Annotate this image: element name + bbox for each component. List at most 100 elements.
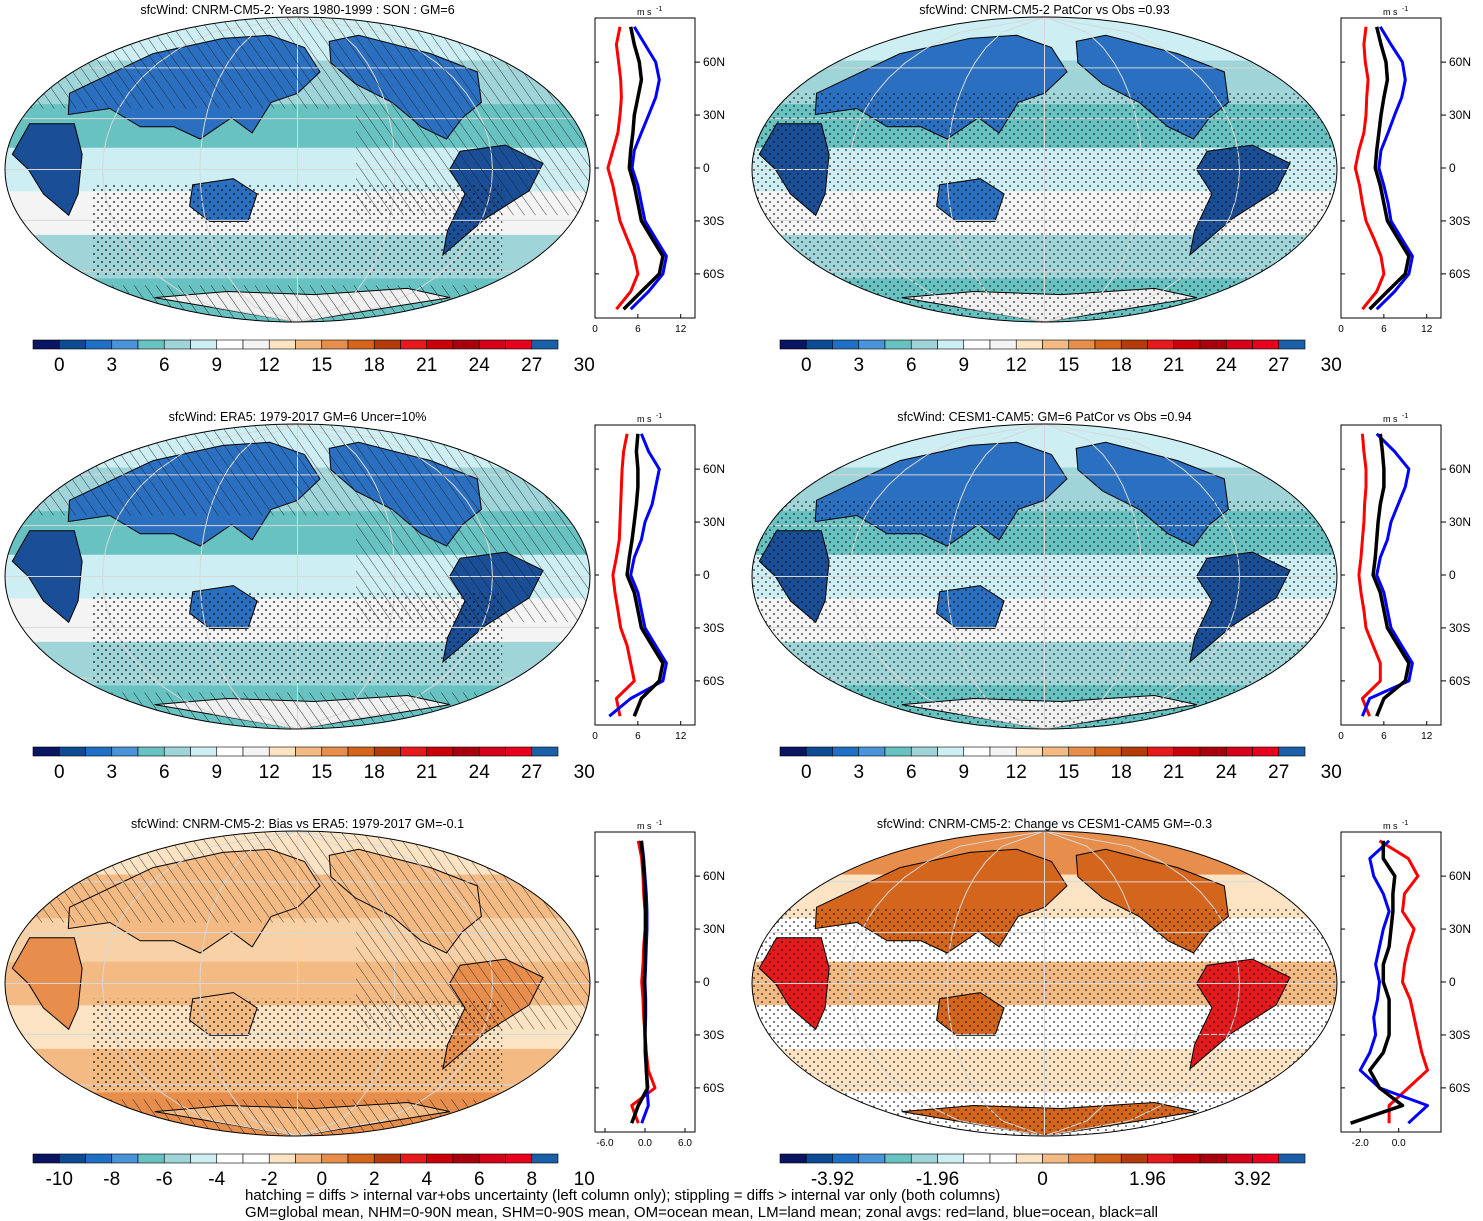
colorbar-tick-label: 27 — [521, 355, 542, 376]
hatching — [356, 922, 590, 1030]
colorbar-tick-label: 18 — [1111, 762, 1132, 783]
panel-1: sfcWind: CNRM-CM5-2: Years 1980-1999 : S… — [4, 3, 725, 376]
colorbar-box — [111, 746, 139, 757]
colorbar-box — [805, 746, 833, 757]
colorbar-box — [58, 746, 86, 757]
colorbar-tick-label: 3 — [853, 355, 864, 376]
colorbar-tick-label: -4 — [208, 1169, 225, 1190]
panel-title: sfcWind: ERA5: 1979-2017 GM=6 Uncer=10% — [169, 410, 427, 424]
colorbar-box — [111, 339, 139, 350]
hatching — [5, 831, 590, 923]
colorbar-box — [111, 1153, 139, 1164]
colorbar-box — [1252, 339, 1280, 350]
colorbar-box — [321, 339, 349, 350]
colorbar-box — [832, 339, 860, 350]
colorbar-box — [910, 1153, 938, 1164]
lat-label: 30N — [703, 515, 725, 529]
colorbar-box — [884, 339, 912, 350]
zonal-frame — [594, 17, 696, 319]
colorbar-box — [1068, 1153, 1096, 1164]
colorbar-tick-label: 6 — [474, 1169, 485, 1190]
hatching — [5, 424, 590, 516]
colorbar-box — [531, 1153, 559, 1164]
zonal-x-label: 12 — [1421, 324, 1433, 335]
colorbar-tick-label: 30 — [574, 762, 595, 783]
colorbar-tick-label: 6 — [159, 762, 170, 783]
colorbar-box — [32, 746, 60, 757]
panel-title: sfcWind: CESM1-CAM5: GM=6 PatCor vs Obs … — [897, 410, 1192, 424]
colorbar-tick-label: 4 — [421, 1169, 432, 1190]
footnote-hatching: hatching = diffs > internal var+obs unce… — [245, 1187, 1001, 1204]
colorbar-box — [216, 1153, 244, 1164]
lat-label: 60S — [703, 1081, 724, 1095]
colorbar-box — [478, 339, 506, 350]
stippling — [752, 500, 1337, 729]
colorbar-box — [268, 746, 296, 757]
map-field — [752, 831, 1337, 1136]
lat-label: 30N — [703, 922, 725, 936]
panel-title: sfcWind: CNRM-CM5-2 PatCor vs Obs =0.93 — [919, 3, 1169, 17]
colorbar-tick-label: 18 — [364, 762, 385, 783]
colorbar-box — [1094, 339, 1122, 350]
lat-label: 30N — [1449, 108, 1471, 122]
zonal-series-ocean — [608, 433, 668, 718]
colorbar-box — [452, 339, 480, 350]
colorbar-box — [779, 339, 807, 350]
lat-label: 60S — [1449, 1081, 1470, 1095]
colorbar-tick-label: 15 — [1058, 762, 1079, 783]
colorbar-box — [478, 746, 506, 757]
zonal-series-ocean — [1361, 432, 1414, 717]
colorbar-box — [1015, 1153, 1043, 1164]
colorbar-tick-label: 12 — [259, 355, 280, 376]
colorbar-box — [963, 339, 991, 350]
hatching — [5, 17, 590, 109]
colorbar-box — [1120, 1153, 1148, 1164]
zonal-x-label: -2.0 — [1352, 1138, 1370, 1149]
colorbar-box — [1068, 746, 1096, 757]
colorbar-box — [1225, 1153, 1253, 1164]
colorbar-tick-label: 15 — [311, 762, 332, 783]
colorbar-box — [242, 1153, 270, 1164]
lat-label: 60N — [703, 462, 725, 476]
lat-label: 30S — [703, 1028, 724, 1042]
colorbar-box — [85, 339, 113, 350]
colorbar-box — [1094, 746, 1122, 757]
colorbar-box — [910, 746, 938, 757]
colorbar-box — [531, 339, 559, 350]
zonal-units-exponent: -1 — [656, 820, 662, 827]
colorbar-tick-label: 0 — [801, 762, 812, 783]
colorbar-box — [505, 1153, 533, 1164]
lat-label: 60S — [1449, 674, 1470, 688]
colorbar-box — [163, 339, 191, 350]
map-outline — [4, 423, 591, 730]
colorbar-tick-label: 9 — [958, 762, 969, 783]
colorbar-box — [1225, 339, 1253, 350]
lat-label: 0 — [1449, 161, 1456, 175]
colorbar-box — [163, 746, 191, 757]
zonal-frame — [1340, 424, 1442, 726]
zonal-x-label: 12 — [1421, 731, 1433, 742]
colorbar-box — [426, 339, 454, 350]
colorbar-tick-label: 9 — [211, 762, 222, 783]
colorbar-box — [858, 339, 886, 350]
colorbar-tick-label: 12 — [259, 762, 280, 783]
colorbar-box — [937, 339, 965, 350]
zonal-units-exponent: -1 — [656, 6, 662, 13]
map-field — [752, 424, 1337, 729]
colorbar-box — [1147, 1153, 1175, 1164]
lat-label: 0 — [703, 161, 710, 175]
colorbar-box — [910, 339, 938, 350]
colorbar-box — [1042, 1153, 1070, 1164]
colorbar-box — [1120, 746, 1148, 757]
zonal-series-all — [625, 433, 665, 717]
colorbar-box — [295, 1153, 323, 1164]
colorbar-box — [163, 1153, 191, 1164]
hatching — [356, 108, 590, 216]
colorbar-tick-label: 3.92 — [1234, 1169, 1271, 1190]
colorbar-tick-label: 9 — [211, 355, 222, 376]
colorbar-box — [1199, 1153, 1227, 1164]
lat-label: 30S — [703, 214, 724, 228]
colorbar-box — [426, 746, 454, 757]
zonal-x-label: 0.0 — [638, 1138, 652, 1149]
colorbar-tick-label: -2 — [261, 1169, 278, 1190]
